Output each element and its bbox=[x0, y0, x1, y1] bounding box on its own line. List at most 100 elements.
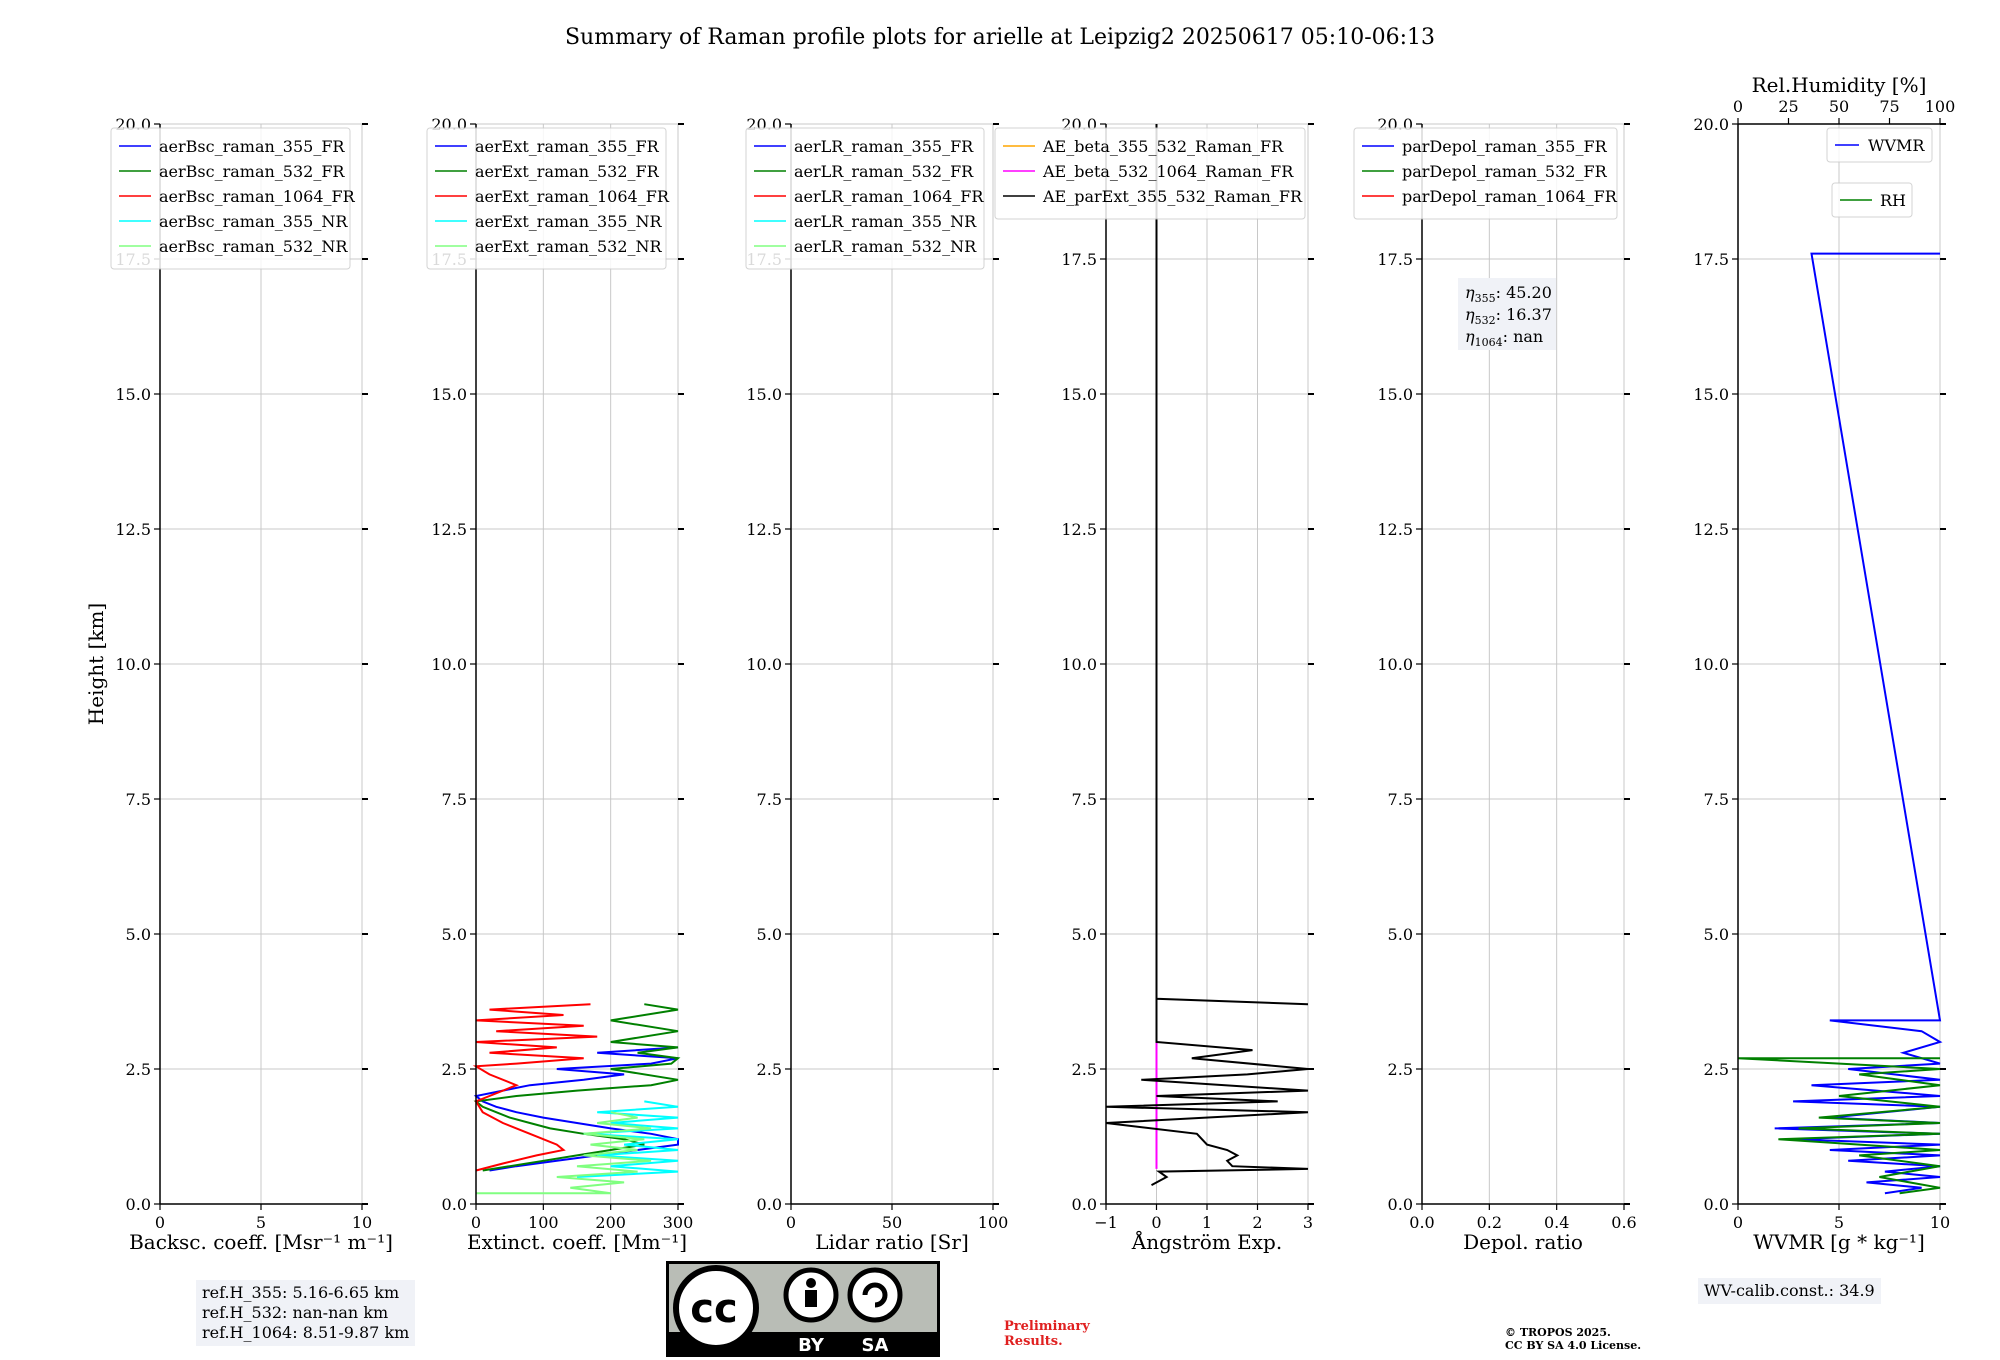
x-tick-label: 100 bbox=[528, 1213, 559, 1232]
ref-height-355: ref.H_355: 5.16-6.65 km bbox=[202, 1283, 400, 1302]
legend-label: aerExt_raman_1064_FR bbox=[475, 187, 670, 206]
y-tick-label: 0.0 bbox=[757, 1195, 782, 1214]
y-tick-label: 17.5 bbox=[1061, 250, 1097, 269]
x-tick-label: 0 bbox=[786, 1213, 796, 1232]
ref-height-1064: ref.H_1064: 8.51-9.87 km bbox=[202, 1323, 410, 1342]
top-axis-label: Rel.Humidity [%] bbox=[1752, 73, 1927, 97]
wv-calib-const: WV-calib.const.: 34.9 bbox=[1704, 1281, 1875, 1300]
y-tick-label: 12.5 bbox=[431, 520, 467, 539]
panel-depolarization: 0.0 0.2 0.4 0.6 0.0 2.5 5.0 7.5 10.0 12.5 15.0 17.5… bbox=[1353, 115, 1637, 1254]
legend-box bbox=[1826, 127, 1933, 163]
x-tick-label: 50 bbox=[882, 1213, 902, 1232]
panel-backscatter: 05100.02.55.07.510.012.515.017.520.0Back… bbox=[84, 115, 393, 1254]
preliminary-line-2: Results. bbox=[1004, 1334, 1063, 1349]
series-line-AE_parExt_355_532_Raman_FR bbox=[1105, 124, 1309, 1186]
y-tick-label: 12.5 bbox=[1061, 520, 1097, 539]
y-tick-label: 5.0 bbox=[1704, 925, 1729, 944]
y-tick-label: 20.0 bbox=[1693, 115, 1729, 134]
x-tick-label: 5 bbox=[256, 1213, 266, 1232]
y-tick-label: 7.5 bbox=[757, 790, 782, 809]
y-tick-label: 5.0 bbox=[126, 925, 151, 944]
series-line-aerExt_raman_532_FR bbox=[473, 1003, 681, 1172]
y-tick-label: 15.0 bbox=[431, 385, 467, 404]
copyright-note: © TROPOS 2025. CC BY SA 4.0 License. bbox=[1505, 1326, 1641, 1352]
share-alike-arc bbox=[862, 1282, 888, 1308]
figure-title: Summary of Raman profile plots for ariel… bbox=[565, 25, 1435, 50]
y-tick-label: 5.0 bbox=[1388, 925, 1413, 944]
y-tick-label: 15.0 bbox=[746, 385, 782, 404]
y-tick-label: 12.5 bbox=[746, 520, 782, 539]
x-tick-label: 0 bbox=[471, 1213, 481, 1232]
x-tick-label: 2 bbox=[1252, 1213, 1262, 1232]
y-tick-label: 15.0 bbox=[1061, 385, 1097, 404]
x-tick-label: 0.4 bbox=[1544, 1213, 1569, 1232]
copyright-line-2: CC BY SA 4.0 License. bbox=[1505, 1339, 1642, 1352]
y-tick-label: 7.5 bbox=[1072, 790, 1097, 809]
top-x-tick-label: 0 bbox=[1733, 97, 1743, 116]
reference-height-box: ref.H_355: 5.16-6.65 km ref.H_532: nan-n… bbox=[196, 1280, 416, 1346]
series-line-RH bbox=[1737, 1057, 1941, 1195]
y-tick-label: 10.0 bbox=[1061, 655, 1097, 674]
y-tick-label: 17.5 bbox=[1377, 250, 1413, 269]
x-tick-label: 300 bbox=[663, 1213, 694, 1232]
x-tick-label: 10 bbox=[352, 1213, 372, 1232]
y-tick-label: 17.5 bbox=[1693, 250, 1729, 269]
x-axis-label: Depol. ratio bbox=[1463, 1230, 1583, 1254]
y-tick-label: 2.5 bbox=[1704, 1060, 1729, 1079]
x-tick-label: 0.2 bbox=[1477, 1213, 1502, 1232]
legend-label: aerExt_raman_355_FR bbox=[475, 137, 660, 156]
share-alike-icon bbox=[847, 1267, 903, 1323]
cc-text: cc bbox=[690, 1286, 737, 1332]
legend-label: aerBsc_raman_1064_FR bbox=[159, 187, 356, 206]
y-tick-label: 7.5 bbox=[1388, 790, 1413, 809]
legend-box bbox=[994, 127, 1306, 220]
copyright-line-1: © TROPOS 2025. bbox=[1505, 1326, 1611, 1339]
eta-1064: η1064: nan bbox=[1465, 327, 1543, 349]
series-line-aerExt_raman_532_NR bbox=[476, 1111, 652, 1195]
y-tick-label: 0.0 bbox=[1388, 1195, 1413, 1214]
legend-label: WVMR bbox=[1868, 136, 1925, 155]
x-tick-label: 200 bbox=[595, 1213, 626, 1232]
x-axis-label: Lidar ratio [Sr] bbox=[815, 1230, 969, 1254]
legend-label: AE_beta_532_1064_Raman_FR bbox=[1042, 162, 1294, 181]
cc-icon bbox=[673, 1265, 759, 1351]
cc-by-sa-badge: cc BY SA bbox=[666, 1261, 940, 1357]
legend-label: aerLR_raman_532_NR bbox=[794, 237, 977, 256]
legend-label: aerExt_raman_355_NR bbox=[475, 212, 663, 231]
attribution-head bbox=[806, 1278, 816, 1288]
y-tick-label: 2.5 bbox=[1388, 1060, 1413, 1079]
legend-label: aerBsc_raman_532_NR bbox=[159, 237, 348, 256]
y-tick-label: 10.0 bbox=[746, 655, 782, 674]
cc-by-label: BY bbox=[798, 1335, 825, 1356]
y-tick-label: 2.5 bbox=[1072, 1060, 1097, 1079]
y-tick-label: 7.5 bbox=[1704, 790, 1729, 809]
y-tick-label: 10.0 bbox=[1377, 655, 1413, 674]
y-tick-label: 7.5 bbox=[442, 790, 467, 809]
panel-extinction: 01002003000.02.55.07.510.012.515.017.520… bbox=[426, 115, 694, 1254]
x-tick-label: 0 bbox=[155, 1213, 165, 1232]
preliminary-note: Preliminary Results. bbox=[1004, 1319, 1090, 1349]
y-tick-label: 15.0 bbox=[1377, 385, 1413, 404]
y-tick-label: 0.0 bbox=[442, 1195, 467, 1214]
top-x-tick-label: 100 bbox=[1925, 97, 1956, 116]
x-axis-label: Ångström Exp. bbox=[1131, 1229, 1282, 1254]
legend-label: aerLR_raman_532_FR bbox=[794, 162, 974, 181]
legend-box bbox=[1353, 127, 1618, 220]
series-line-aerExt_raman_1064_FR bbox=[472, 1003, 598, 1172]
panel-wvmr: 0 5 100.02.55.07.510.012.515.017.520.00 25 5… bbox=[1693, 73, 1955, 1254]
legend-box bbox=[110, 127, 351, 270]
ref-height-532: ref.H_532: nan-nan km bbox=[202, 1303, 389, 1322]
legend-label: aerExt_raman_532_FR bbox=[475, 162, 660, 181]
x-axis-label: Extinct. coeff. [Mm⁻¹] bbox=[467, 1230, 687, 1254]
y-tick-label: 15.0 bbox=[115, 385, 151, 404]
eta-box bbox=[1458, 278, 1556, 350]
x-axis-label: Backsc. coeff. [Msr⁻¹ m⁻¹] bbox=[129, 1230, 393, 1254]
y-tick-label: 0.0 bbox=[1072, 1195, 1097, 1214]
y-tick-label: 5.0 bbox=[1072, 925, 1097, 944]
y-tick-label: 10.0 bbox=[115, 655, 151, 674]
y-tick-label: 10.0 bbox=[431, 655, 467, 674]
legend-label: parDepol_raman_532_FR bbox=[1402, 162, 1608, 181]
x-tick-label: 0 bbox=[1151, 1213, 1161, 1232]
y-axis-label: Height [km] bbox=[84, 603, 108, 725]
